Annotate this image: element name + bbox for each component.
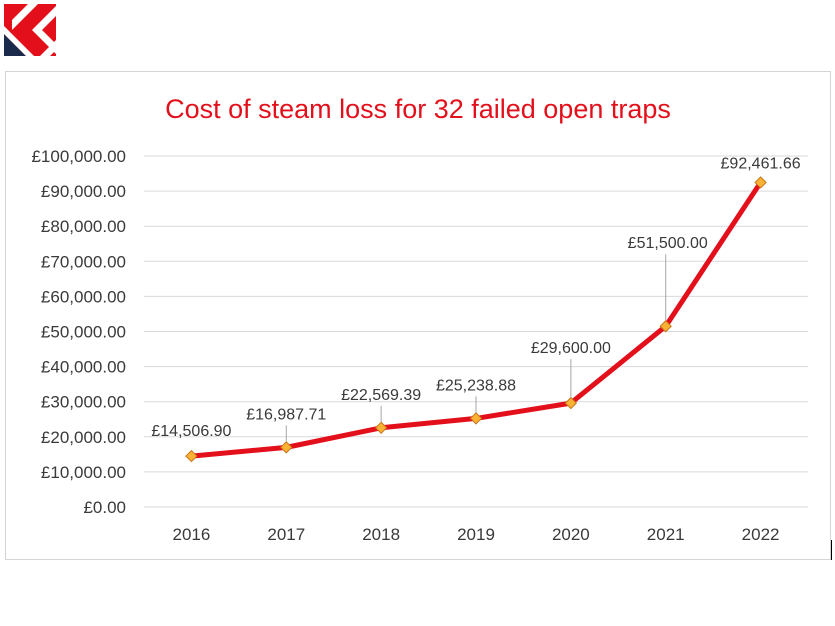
- data-point: [754, 176, 767, 189]
- data-label: £51,500.00: [628, 235, 708, 252]
- divider: [831, 540, 832, 560]
- x-tick-label: 2016: [173, 525, 211, 544]
- gridlines: [144, 155, 808, 508]
- y-tick-label: £60,000.00: [41, 287, 126, 306]
- data-label: £25,238.88: [436, 377, 516, 394]
- data-label-leaders: [285, 254, 667, 442]
- y-tick-label: £70,000.00: [41, 252, 126, 271]
- x-tick-label: 2019: [457, 525, 495, 544]
- x-tick-label: 2017: [267, 525, 305, 544]
- data-point: [280, 441, 293, 454]
- data-label: £29,600.00: [531, 340, 611, 357]
- data-point: [469, 412, 483, 425]
- y-axis-tick-labels: £0.00 £10,000.00 £20,000.00 £30,000.00 £40,0…: [31, 147, 126, 517]
- data-label: £92,461.66: [721, 155, 801, 172]
- chart-card: [5, 71, 831, 560]
- data-point: [564, 396, 578, 410]
- x-tick-label: 2020: [552, 525, 590, 544]
- data-point: [374, 421, 388, 434]
- y-tick-label: £100,000.00: [31, 147, 126, 166]
- y-tick-label: £90,000.00: [41, 182, 126, 201]
- x-tick-label: 2021: [647, 525, 685, 544]
- x-tick-label: 2018: [362, 525, 400, 544]
- data-point-markers: [185, 176, 767, 463]
- y-tick-label: £10,000.00: [41, 463, 126, 482]
- flag-logo-icon: [4, 4, 56, 56]
- y-tick-label: £30,000.00: [41, 393, 126, 412]
- y-tick-label: £80,000.00: [41, 217, 126, 236]
- y-tick-label: £40,000.00: [41, 358, 126, 377]
- chart-title: Cost of steam loss for 32 failed open tr…: [165, 94, 671, 124]
- y-tick-label: £20,000.00: [41, 428, 126, 447]
- data-label: £16,987.71: [246, 406, 326, 423]
- data-point: [659, 320, 672, 333]
- x-axis-tick-labels: 2016 2017 2018 2019 2020 2021 2022: [173, 525, 780, 544]
- data-labels: £14,506.90 £16,987.71 £22,569.39 £25,238.88…: [151, 155, 800, 440]
- x-tick-label: 2022: [742, 525, 780, 544]
- y-tick-label: £50,000.00: [41, 323, 126, 342]
- data-point: [185, 449, 198, 463]
- data-label: £14,506.90: [151, 423, 231, 440]
- y-tick-label: £0.00: [83, 498, 126, 517]
- data-label: £22,569.39: [341, 387, 421, 404]
